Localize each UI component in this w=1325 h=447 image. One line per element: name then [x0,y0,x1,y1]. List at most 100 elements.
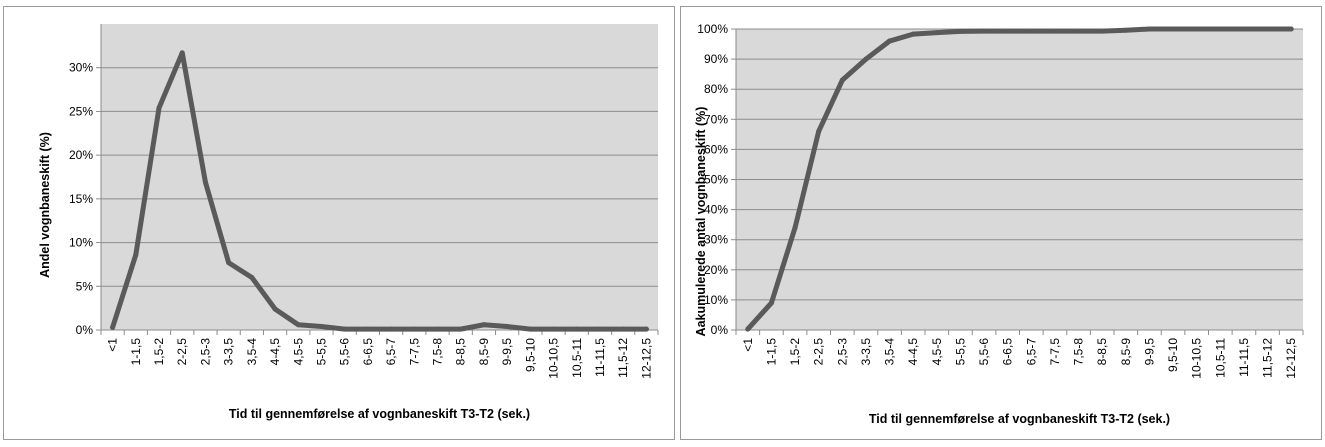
x-tick-label: 12-12,5 [1284,338,1298,379]
y-tick-label: 30% [69,61,93,75]
y-tick-label: 80% [704,82,728,96]
cumulative-line-chart: 0% 10% 20% 30% 40% 50% 60% 70% 80% 90% 100% <1 1-1,5… [694,22,1304,426]
x-tick-label: 8-8,5 [1095,338,1109,366]
y-tick-label: 10% [69,236,93,250]
data-point [1194,26,1200,32]
x-tick-label: 10,5-11 [570,338,584,378]
x-tick-label: 4-4,5 [268,338,282,366]
x-tick-label: 8,5-9 [1119,338,1133,366]
x-tick-label: 1-1,5 [764,338,778,366]
y-tick-label: 20% [704,263,728,277]
data-point [249,275,255,281]
data-point [1217,26,1223,32]
data-point [365,326,371,332]
y-tick-label: 30% [704,233,728,247]
x-tick-label: 1-1,5 [129,338,143,366]
data-point [179,50,185,56]
x-tick-label: 7,5-8 [1072,338,1086,366]
y-tick-label: 90% [704,52,728,66]
y-axis-title: Aakumulerede antal vognbaneskift (%) [694,107,708,337]
x-axis-title: Tid til gennemførelse af vognbaneskift T… [229,407,530,421]
x-tick-label: 3,5-4 [883,338,897,366]
x-tick-label: 6-6,5 [361,338,375,366]
x-tick-label: 4,5-5 [291,338,305,366]
data-point [620,326,626,332]
x-tick-label: 11,5-12 [616,338,630,378]
x-axis-title: Tid til gennemførelse af vognbaneskift T… [869,412,1170,426]
data-point [957,28,963,34]
data-point [318,324,324,330]
x-tick-label: 4,5-5 [930,338,944,366]
y-axis-title: Andel vognbaneskift (%) [38,132,52,278]
x-tick-label: 1,5-2 [788,338,802,366]
x-tick-label: <1 [106,338,120,352]
series-line [110,50,649,332]
x-tick-label: 11-11,5 [1237,338,1251,377]
data-point [839,77,845,83]
x-tick-label: 9,5-10 [1166,338,1180,372]
data-point [295,322,301,328]
x-tick-label: 6-6,5 [1001,338,1015,366]
x-tick-label: 5-5,5 [314,338,328,366]
data-point [863,56,869,62]
x-tick-label: 3-3,5 [222,338,236,366]
x-tick-label: 2,5-3 [835,338,849,366]
x-tick-label: 7-7,5 [1048,338,1062,366]
data-point [551,326,557,332]
x-tick-label: 8,5-9 [477,338,491,366]
plot-area [101,24,658,330]
x-tick-label: 2-2,5 [175,338,189,366]
x-tick-label: 3,5-4 [245,338,259,366]
data-point [504,324,510,330]
data-point [1241,26,1247,32]
x-tick-label: 2,5-3 [198,338,212,366]
data-point [481,322,487,328]
data-point [435,326,441,332]
data-point [1099,28,1105,34]
data-point [342,326,348,332]
data-point [133,252,139,258]
y-tick-label: 0% [711,323,729,337]
data-point [272,306,278,312]
data-point [110,324,116,330]
data-point [388,326,394,332]
y-tick-label: 40% [704,203,728,217]
x-tick-label: 11,5-12 [1261,338,1275,378]
x-tick-label: 10,5-11 [1213,338,1227,378]
data-point [768,300,774,306]
y-tick-label: 50% [704,173,728,187]
data-point [745,326,751,332]
x-tick-label: 5,5-6 [338,338,352,366]
data-point [1170,26,1176,32]
y-tick-label: 60% [704,142,728,156]
x-tick-label: 4-4,5 [906,338,920,366]
x-tick-label: 6,5-7 [384,338,398,366]
y-tick-label: 25% [69,104,93,118]
x-tick-label: 5,5-6 [977,338,991,366]
x-tick-label: 3-3,5 [859,338,873,366]
data-point [458,326,464,332]
data-point [643,326,649,332]
x-tick-label: 12-12,5 [639,338,653,379]
data-point [411,326,417,332]
data-point [1052,28,1058,34]
data-point [597,326,603,332]
data-point [910,31,916,37]
data-point [226,260,232,266]
chart-panel-cumulative: 0% 10% 20% 30% 40% 50% 60% 70% 80% 90% 100% <1 1-1,5… [680,6,1322,440]
y-tick-label: 10% [704,293,728,307]
x-tick-label: 9-9,5 [1142,338,1156,366]
x-tick-label: <1 [741,338,755,352]
data-point [934,30,940,36]
x-tick-label: 2-2,5 [812,338,826,366]
chart-panel-share: 0% 5% 10% 15% 20% 25% 30% <1 1-1,5 1,5-2 2-2,5 2,5-… [3,6,675,440]
x-tick-label: 7,5-8 [431,338,445,366]
x-tick-label: 9,5-10 [523,338,537,372]
data-point [887,38,893,44]
x-tick-label: 11-11,5 [593,338,607,377]
data-point [527,326,533,332]
x-tick-label: 5-5,5 [953,338,967,366]
y-tick-label: 0% [76,323,94,337]
data-point [981,28,987,34]
data-point [1076,28,1082,34]
